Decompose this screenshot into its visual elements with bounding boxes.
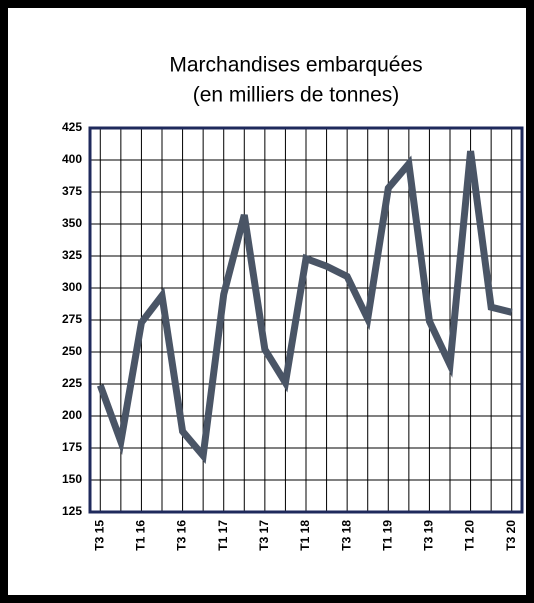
y-tick-label: 225	[62, 376, 82, 390]
chart-subtitle: (en milliers de tonnes)	[193, 84, 400, 107]
y-tick-label: 250	[62, 344, 82, 358]
y-tick-label: 375	[62, 184, 82, 198]
x-tick-label: T3 16	[175, 520, 189, 551]
chart-title: Marchandises embarquées	[169, 54, 422, 77]
x-tick-label: T3 15	[92, 520, 106, 551]
y-tick-label: 125	[62, 504, 82, 518]
x-tick-label: T3 18	[339, 520, 353, 551]
y-tick-label: 200	[62, 408, 82, 422]
y-tick-label: 325	[62, 248, 82, 262]
x-tick-label: T3 17	[257, 520, 271, 551]
x-tick-label: T3 19	[422, 520, 436, 551]
y-tick-label: 350	[62, 216, 82, 230]
data-line	[96, 150, 513, 465]
x-tick-label: T3 20	[504, 520, 518, 551]
x-tick-label: T1 19	[380, 520, 394, 551]
y-tick-label: 400	[62, 152, 82, 166]
y-tick-label: 150	[62, 472, 82, 486]
y-tick-label: 175	[62, 440, 82, 454]
x-tick-label: T1 16	[134, 520, 148, 551]
x-tick-label: T1 17	[216, 520, 230, 551]
y-tick-label: 425	[62, 120, 82, 134]
plot-border	[88, 126, 524, 514]
y-tick-label: 275	[62, 312, 82, 326]
x-tick-label: T1 20	[463, 520, 477, 551]
x-tick-label: T1 18	[298, 520, 312, 551]
y-tick-label: 300	[62, 280, 82, 294]
